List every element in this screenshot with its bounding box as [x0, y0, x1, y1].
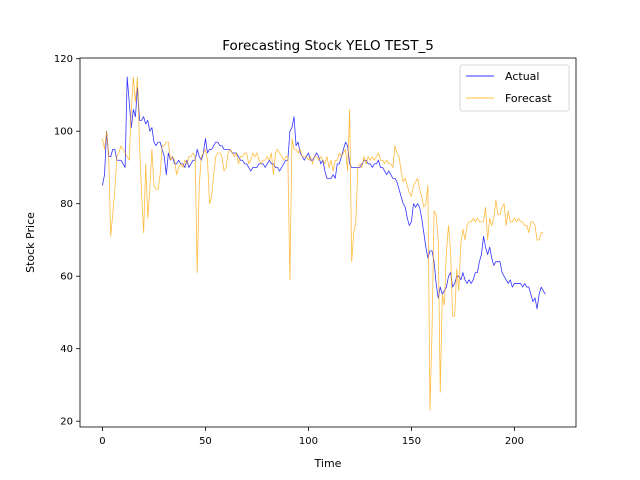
y-axis: 20 40 60 80 100 120	[54, 54, 80, 428]
y-tick-label: 80	[60, 199, 73, 210]
x-tick-label: 0	[99, 436, 105, 447]
legend: Actual Forecast	[459, 64, 570, 112]
chart-title: Forecasting Stock YELO TEST_5	[222, 38, 434, 54]
y-tick-label: 20	[60, 417, 73, 428]
y-tick-label: 40	[60, 344, 73, 355]
x-tick-label: 50	[199, 436, 212, 447]
y-axis-title: Stock Price	[24, 212, 37, 273]
x-axis: 0 50 100 150 200	[99, 427, 524, 447]
series-layer	[102, 76, 546, 411]
x-tick-label: 100	[299, 436, 318, 447]
y-tick-label: 120	[54, 54, 73, 65]
series-line-forecast	[102, 76, 544, 411]
y-tick-label: 60	[60, 272, 73, 283]
plot-frame	[79, 57, 577, 428]
legend-label-forecast: Forecast	[505, 92, 552, 105]
x-axis-title: Time	[314, 457, 342, 470]
x-tick-label: 200	[505, 436, 524, 447]
plot-area	[79, 57, 577, 428]
y-tick-label: 100	[54, 127, 73, 138]
series-line-actual	[102, 76, 546, 310]
legend-label-actual: Actual	[505, 70, 539, 83]
x-tick-label: 150	[402, 436, 421, 447]
